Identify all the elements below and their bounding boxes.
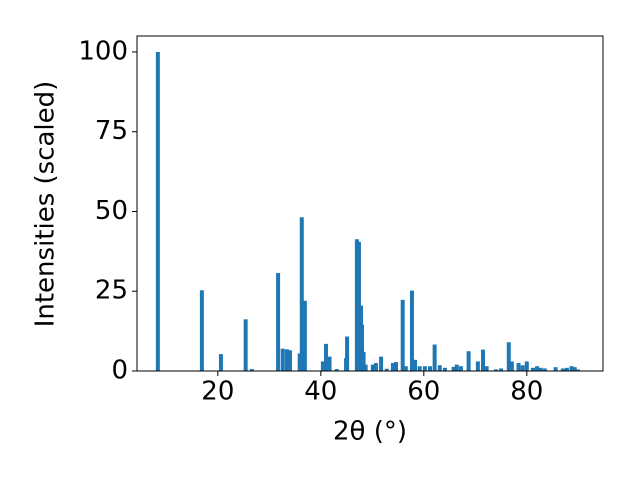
bar bbox=[345, 336, 350, 371]
bar bbox=[297, 353, 302, 371]
bar bbox=[299, 217, 304, 371]
bar bbox=[481, 349, 486, 371]
bar bbox=[249, 369, 254, 371]
bar bbox=[218, 354, 223, 371]
bar bbox=[520, 365, 525, 371]
bar bbox=[535, 366, 540, 371]
plot-frame bbox=[136, 35, 604, 372]
bar bbox=[516, 363, 521, 371]
bar bbox=[276, 273, 281, 371]
bar bbox=[553, 367, 558, 371]
bar bbox=[499, 368, 504, 371]
x-tick-label: 60 bbox=[407, 377, 440, 407]
bar bbox=[323, 343, 328, 371]
bar bbox=[493, 369, 498, 371]
bar bbox=[454, 364, 459, 371]
y-tick-label: 25 bbox=[95, 276, 128, 306]
bar bbox=[575, 369, 580, 371]
bar bbox=[506, 342, 511, 371]
bar bbox=[417, 366, 422, 371]
bar bbox=[280, 348, 285, 371]
bar bbox=[422, 366, 427, 371]
bar bbox=[437, 365, 442, 371]
bar bbox=[334, 369, 339, 371]
bar bbox=[379, 356, 384, 371]
bar bbox=[466, 351, 471, 371]
bar bbox=[370, 364, 375, 371]
bar bbox=[542, 368, 547, 371]
x-tick-label: 80 bbox=[510, 377, 543, 407]
bar bbox=[413, 359, 418, 371]
bar bbox=[302, 300, 307, 371]
bar bbox=[530, 367, 535, 371]
bar bbox=[363, 364, 368, 371]
x-tick-label: 40 bbox=[304, 377, 337, 407]
bar bbox=[400, 299, 405, 371]
bar bbox=[442, 367, 447, 371]
bar bbox=[451, 366, 456, 371]
bar bbox=[394, 362, 399, 371]
bar bbox=[409, 290, 414, 371]
y-tick-label: 50 bbox=[95, 196, 128, 226]
bar bbox=[327, 356, 332, 371]
bar bbox=[390, 363, 395, 371]
bar bbox=[199, 290, 204, 371]
bar bbox=[356, 241, 361, 371]
bar bbox=[373, 363, 378, 371]
bar bbox=[284, 349, 289, 371]
bar bbox=[538, 367, 543, 371]
bar bbox=[572, 367, 577, 371]
bar bbox=[484, 366, 489, 371]
bar bbox=[560, 368, 565, 371]
bar bbox=[427, 366, 432, 371]
bar bbox=[320, 361, 325, 371]
x-axis-label: 2θ (°) bbox=[333, 417, 407, 447]
bar bbox=[458, 366, 463, 371]
y-tick-label: 100 bbox=[78, 36, 128, 66]
bar bbox=[403, 366, 408, 371]
bar bbox=[361, 351, 366, 371]
bar bbox=[155, 51, 160, 371]
bar bbox=[524, 361, 529, 371]
bar bbox=[475, 361, 480, 371]
bar bbox=[354, 239, 359, 371]
y-tick-label: 75 bbox=[95, 116, 128, 146]
bar bbox=[287, 350, 292, 371]
y-axis-label: Intensities (scaled) bbox=[31, 81, 61, 328]
x-tick-label: 20 bbox=[201, 377, 234, 407]
y-tick-label: 0 bbox=[111, 356, 128, 386]
bar bbox=[243, 319, 248, 371]
bar bbox=[432, 344, 437, 371]
bar bbox=[360, 324, 365, 371]
bar bbox=[509, 361, 514, 371]
bar bbox=[564, 367, 569, 371]
bar bbox=[384, 368, 389, 371]
bar bbox=[569, 366, 574, 371]
